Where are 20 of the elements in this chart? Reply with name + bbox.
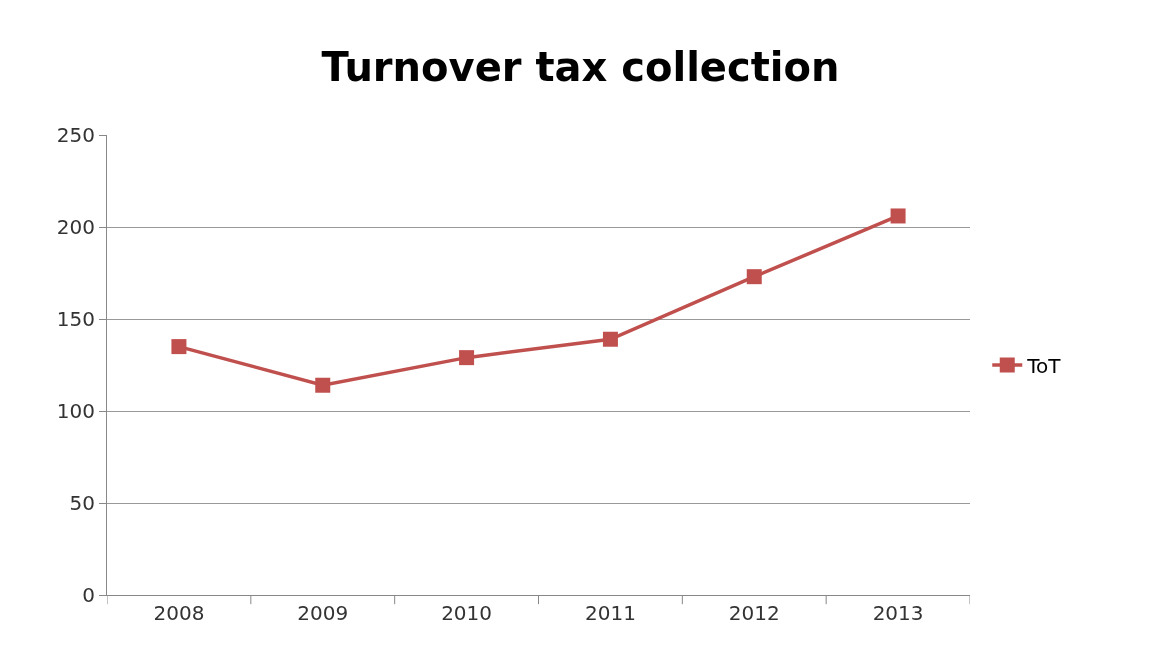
point xyxy=(171,339,187,355)
y-tick-label: 50 xyxy=(69,491,95,515)
x-tick-label: 2008 xyxy=(153,601,205,625)
point xyxy=(315,377,331,393)
y-tick-label: 200 xyxy=(56,215,95,239)
point xyxy=(602,331,618,347)
x-tick-label: 2012 xyxy=(728,601,780,625)
x-tick-label: 2009 xyxy=(297,601,349,625)
y-tick-label: 100 xyxy=(56,399,95,423)
point xyxy=(459,350,475,366)
x-tick-label: 2011 xyxy=(584,601,636,625)
chart-title: Turnover tax collection xyxy=(321,44,840,90)
x-tick-label: 2010 xyxy=(441,601,493,625)
point xyxy=(746,269,762,285)
point xyxy=(890,208,906,224)
legend-label: ToT xyxy=(1026,353,1062,378)
y-tick-label: 250 xyxy=(56,123,95,147)
x-tick-label: 2013 xyxy=(872,601,924,625)
y-tick-label: 0 xyxy=(82,583,95,607)
y-tick-label: 150 xyxy=(56,307,95,331)
